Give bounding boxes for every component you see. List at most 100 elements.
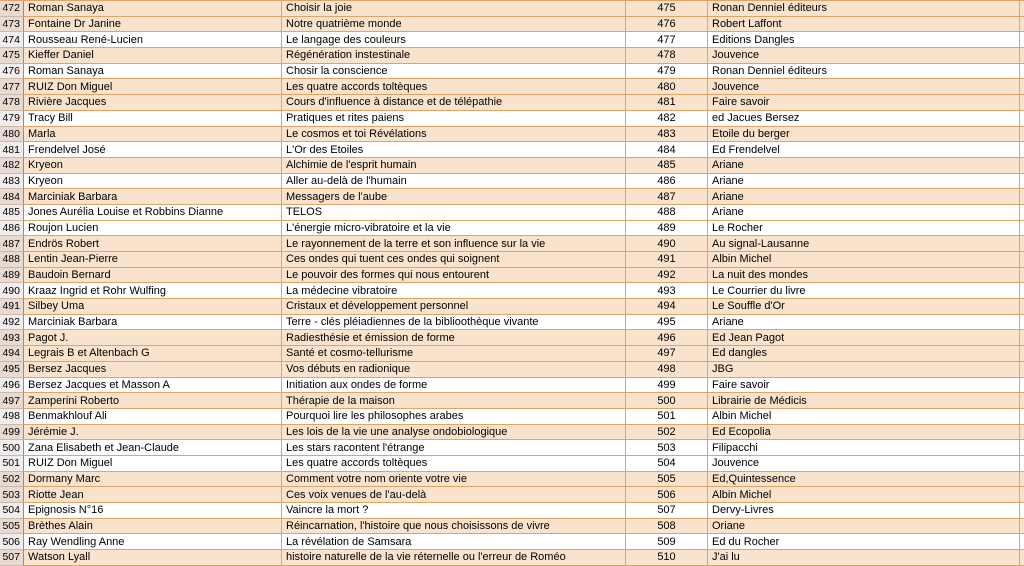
index-cell[interactable]: 495 — [626, 314, 708, 331]
index-cell[interactable]: 480 — [626, 79, 708, 96]
publisher-cell[interactable]: Ariane — [708, 204, 1020, 221]
title-cell[interactable]: Cours d'influence à distance et de télép… — [282, 95, 626, 111]
index-cell[interactable]: 503 — [626, 440, 708, 456]
row-header-cell[interactable]: 497 — [0, 393, 24, 409]
author-cell[interactable]: Benmakhlouf Ali — [24, 408, 282, 425]
publisher-cell[interactable]: Le Souffle d'Or — [708, 299, 1020, 315]
author-cell[interactable]: Marciniak Barbara — [24, 189, 282, 205]
index-cell[interactable]: 496 — [626, 330, 708, 347]
row-header-cell[interactable]: 490 — [0, 283, 24, 300]
author-cell[interactable]: Kryeon — [24, 157, 282, 174]
author-cell[interactable]: Jones Aurélia Louise et Robbins Dianne — [24, 204, 282, 221]
index-cell[interactable]: 504 — [626, 455, 708, 472]
row-header-cell[interactable]: 499 — [0, 424, 24, 441]
row-header-cell[interactable]: 485 — [0, 204, 24, 221]
row-header-cell[interactable]: 482 — [0, 157, 24, 174]
author-cell[interactable]: Rivière Jacques — [24, 95, 282, 111]
title-cell[interactable]: Les stars racontent l'étrange — [282, 440, 626, 456]
title-cell[interactable]: Le langage des couleurs — [282, 32, 626, 49]
title-cell[interactable]: Vos débuts en radionique — [282, 361, 626, 378]
row-header-cell[interactable]: 494 — [0, 346, 24, 362]
author-cell[interactable]: Kraaz Ingrid et Rohr Wulfing — [24, 283, 282, 300]
index-cell[interactable]: 502 — [626, 424, 708, 441]
publisher-cell[interactable]: Albin Michel — [708, 252, 1020, 268]
index-cell[interactable]: 482 — [626, 110, 708, 127]
title-cell[interactable]: Radiesthésie et émission de forme — [282, 330, 626, 347]
row-header-cell[interactable]: 474 — [0, 32, 24, 49]
author-cell[interactable]: Epignosis N°16 — [24, 503, 282, 519]
index-cell[interactable]: 479 — [626, 63, 708, 80]
index-cell[interactable]: 507 — [626, 503, 708, 519]
title-cell[interactable]: Chosir la conscience — [282, 63, 626, 80]
author-cell[interactable]: Dormany Marc — [24, 471, 282, 488]
author-cell[interactable]: Roman Sanaya — [24, 63, 282, 80]
index-cell[interactable]: 476 — [626, 16, 708, 33]
author-cell[interactable]: Endrös Robert — [24, 236, 282, 252]
publisher-cell[interactable]: Ariane — [708, 189, 1020, 205]
title-cell[interactable]: Pratiques et rites paiens — [282, 110, 626, 127]
publisher-cell[interactable]: Editions Dangles — [708, 32, 1020, 49]
title-cell[interactable]: Les quatre accords toltèques — [282, 79, 626, 96]
row-header-cell[interactable]: 493 — [0, 330, 24, 347]
row-header-cell[interactable]: 502 — [0, 471, 24, 488]
title-cell[interactable]: Notre quatrième monde — [282, 16, 626, 33]
row-header-cell[interactable]: 472 — [0, 1, 24, 17]
publisher-cell[interactable]: Ed,Quintessence — [708, 471, 1020, 488]
title-cell[interactable]: Initiation aux ondes de forme — [282, 377, 626, 394]
index-cell[interactable]: 494 — [626, 299, 708, 315]
title-cell[interactable]: Thérapie de la maison — [282, 393, 626, 409]
row-header-cell[interactable]: 505 — [0, 518, 24, 535]
publisher-cell[interactable]: Le Rocher — [708, 220, 1020, 237]
publisher-cell[interactable]: Faire savoir — [708, 95, 1020, 111]
publisher-cell[interactable]: Ariane — [708, 314, 1020, 331]
row-header-cell[interactable]: 479 — [0, 110, 24, 127]
title-cell[interactable]: Le pouvoir des formes qui nous entourent — [282, 267, 626, 284]
author-cell[interactable]: Silbey Uma — [24, 299, 282, 315]
author-cell[interactable]: Frendelvel José — [24, 142, 282, 158]
author-cell[interactable]: Jérémie J. — [24, 424, 282, 441]
author-cell[interactable]: Rousseau René-Lucien — [24, 32, 282, 49]
index-cell[interactable]: 483 — [626, 126, 708, 143]
row-header-cell[interactable]: 486 — [0, 220, 24, 237]
row-header-cell[interactable]: 501 — [0, 455, 24, 472]
publisher-cell[interactable]: Jouvence — [708, 79, 1020, 96]
publisher-cell[interactable]: Librairie de Médicis — [708, 393, 1020, 409]
publisher-cell[interactable]: Etoile du berger — [708, 126, 1020, 143]
row-header-cell[interactable]: 506 — [0, 534, 24, 551]
publisher-cell[interactable]: Jouvence — [708, 455, 1020, 472]
author-cell[interactable]: Bersez Jacques — [24, 361, 282, 378]
index-cell[interactable]: 509 — [626, 534, 708, 551]
publisher-cell[interactable]: Albin Michel — [708, 408, 1020, 425]
row-header-cell[interactable]: 503 — [0, 487, 24, 503]
publisher-cell[interactable]: Ronan Denniel éditeurs — [708, 1, 1020, 17]
row-header-cell[interactable]: 487 — [0, 236, 24, 252]
title-cell[interactable]: Cristaux et développement personnel — [282, 299, 626, 315]
publisher-cell[interactable]: Au signal-Lausanne — [708, 236, 1020, 252]
publisher-cell[interactable]: Ronan Denniel éditeurs — [708, 63, 1020, 80]
index-cell[interactable]: 501 — [626, 408, 708, 425]
index-cell[interactable]: 484 — [626, 142, 708, 158]
row-header-cell[interactable]: 507 — [0, 550, 24, 566]
row-header-cell[interactable]: 500 — [0, 440, 24, 456]
author-cell[interactable]: Roman Sanaya — [24, 1, 282, 17]
author-cell[interactable]: Tracy Bill — [24, 110, 282, 127]
author-cell[interactable]: Marla — [24, 126, 282, 143]
row-header-cell[interactable]: 473 — [0, 16, 24, 33]
index-cell[interactable]: 481 — [626, 95, 708, 111]
title-cell[interactable]: La médecine vibratoire — [282, 283, 626, 300]
title-cell[interactable]: L'Or des Etoiles — [282, 142, 626, 158]
title-cell[interactable]: La révélation de Samsara — [282, 534, 626, 551]
publisher-cell[interactable]: Robert Laffont — [708, 16, 1020, 33]
title-cell[interactable]: TELOS — [282, 204, 626, 221]
row-header-cell[interactable]: 477 — [0, 79, 24, 96]
index-cell[interactable]: 489 — [626, 220, 708, 237]
index-cell[interactable]: 497 — [626, 346, 708, 362]
row-header-cell[interactable]: 476 — [0, 63, 24, 80]
author-cell[interactable]: Riotte Jean — [24, 487, 282, 503]
row-header-cell[interactable]: 483 — [0, 173, 24, 190]
publisher-cell[interactable]: Albin Michel — [708, 487, 1020, 503]
publisher-cell[interactable]: Oriane — [708, 518, 1020, 535]
index-cell[interactable]: 478 — [626, 48, 708, 64]
title-cell[interactable]: Les quatre accords toltèques — [282, 455, 626, 472]
publisher-cell[interactable]: Faire savoir — [708, 377, 1020, 394]
